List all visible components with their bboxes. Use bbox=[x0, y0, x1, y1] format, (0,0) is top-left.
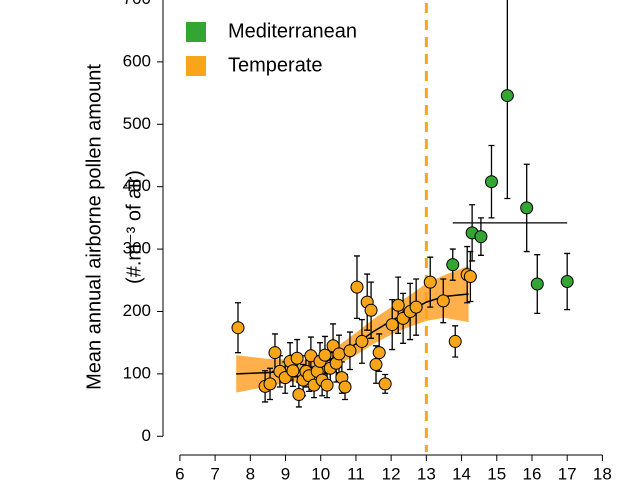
data-point bbox=[369, 358, 383, 372]
data-point bbox=[355, 334, 369, 348]
x-tick-label: 11 bbox=[347, 464, 365, 483]
x-tick-label: 16 bbox=[523, 464, 542, 483]
data-point bbox=[263, 377, 277, 391]
data-point bbox=[474, 230, 488, 244]
data-point bbox=[436, 294, 450, 308]
data-point bbox=[391, 298, 405, 312]
data-point bbox=[320, 378, 334, 392]
x-tick-label: 13 bbox=[417, 464, 436, 483]
legend-swatch bbox=[186, 56, 206, 76]
data-point bbox=[231, 321, 245, 335]
data-point bbox=[448, 334, 462, 348]
data-point bbox=[409, 300, 423, 314]
x-tick-label: 10 bbox=[311, 464, 330, 483]
y-tick-label: 400 bbox=[123, 176, 151, 195]
x-tick-label: 6 bbox=[175, 464, 184, 483]
data-point bbox=[520, 201, 534, 215]
x-tick-label: 14 bbox=[452, 464, 471, 483]
data-point bbox=[364, 303, 378, 317]
data-point bbox=[318, 348, 332, 362]
data-point bbox=[292, 387, 306, 401]
data-point bbox=[463, 270, 477, 284]
data-point bbox=[343, 344, 357, 358]
y-tick-label: 200 bbox=[123, 301, 151, 320]
x-tick-label: 18 bbox=[593, 464, 612, 483]
data-point bbox=[560, 275, 574, 289]
x-tick-label: 9 bbox=[281, 464, 290, 483]
data-point bbox=[268, 346, 282, 360]
data-point bbox=[500, 89, 514, 103]
legend-swatch bbox=[186, 22, 206, 42]
y-tick-label: 500 bbox=[123, 114, 151, 133]
y-tick-label: 600 bbox=[123, 51, 151, 70]
data-point bbox=[372, 346, 386, 360]
data-point bbox=[530, 277, 544, 291]
x-tick-label: 17 bbox=[558, 464, 577, 483]
legend-label: Mediterranean bbox=[228, 20, 357, 42]
data-point bbox=[446, 258, 460, 272]
data-point bbox=[290, 351, 304, 365]
data-point bbox=[385, 318, 399, 332]
x-tick-label: 7 bbox=[210, 464, 219, 483]
y-axis-label: (#.m⁻³ of air) bbox=[123, 170, 145, 284]
data-point bbox=[350, 280, 364, 294]
y-tick-label: 300 bbox=[123, 239, 151, 258]
y-axis-label: Mean annual airborne pollen amount bbox=[83, 64, 105, 390]
x-tick-label: 15 bbox=[487, 464, 506, 483]
y-tick-label: 0 bbox=[142, 426, 151, 445]
data-point bbox=[286, 364, 300, 378]
y-tick-label: 700 bbox=[123, 0, 151, 8]
data-point bbox=[378, 377, 392, 391]
legend-label: Temperate bbox=[228, 54, 323, 76]
data-point bbox=[423, 275, 437, 289]
x-tick-label: 12 bbox=[382, 464, 401, 483]
data-point bbox=[338, 380, 352, 394]
y-tick-label: 100 bbox=[123, 363, 151, 382]
data-point bbox=[332, 347, 346, 361]
x-tick-label: 8 bbox=[246, 464, 255, 483]
data-point bbox=[484, 175, 498, 189]
